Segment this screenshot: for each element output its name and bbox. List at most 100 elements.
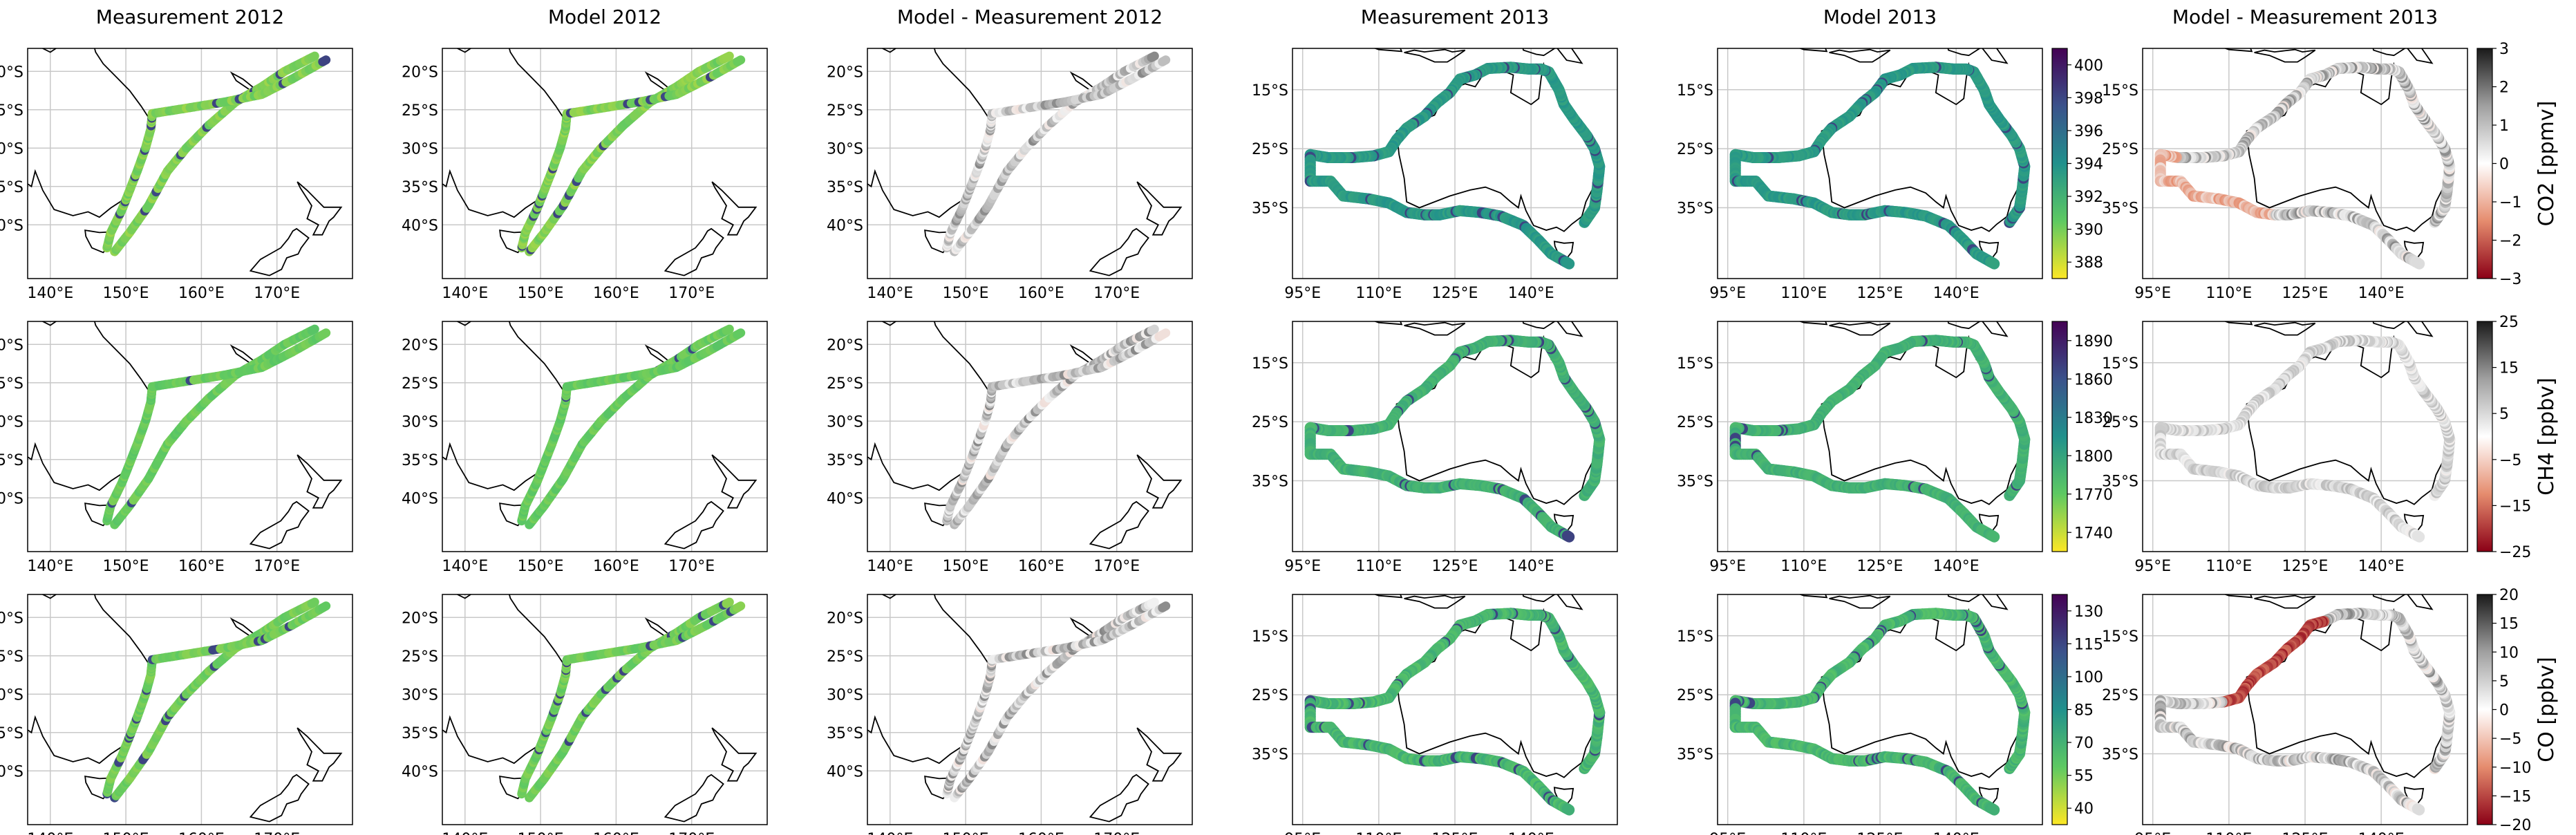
lat-tick-label: 35°S <box>1252 473 1288 491</box>
lat-tick-label: 30°S <box>827 686 863 704</box>
panel-frame <box>442 321 768 552</box>
coast-outline <box>1666 787 1705 823</box>
lon-tick-label: 95°E <box>1709 558 1746 575</box>
coast-outline <box>702 527 792 543</box>
lon-tick-label: 140°E <box>2358 285 2405 302</box>
ship-track <box>517 597 746 803</box>
coastline <box>28 321 343 550</box>
lat-tick-label: 35°S <box>827 725 863 742</box>
track-segment <box>722 51 734 62</box>
coast-outline <box>249 773 310 823</box>
coast-outline <box>229 344 256 364</box>
coast-outline <box>1653 120 1668 133</box>
lat-tick-label: 35°S <box>2102 200 2138 218</box>
coast-outline <box>1653 393 1668 406</box>
lat-tick-label: 35°S <box>1252 200 1288 218</box>
lat-tick-label: 40°S <box>827 490 863 507</box>
map-panel: 95°E 110°E 125°E 140°E 15°S 25°S 35°S <box>1252 321 1668 575</box>
ship-track <box>1304 335 1606 543</box>
lon-tick-label: 140°E <box>1933 558 1980 575</box>
lat-tick-label: 25°S <box>402 102 438 120</box>
coast-outline <box>1553 514 1574 533</box>
lat-tick-label: 25°S <box>827 375 863 393</box>
lat-tick-label: 35°S <box>2102 473 2138 491</box>
lat-tick-label: 25°S <box>0 102 23 120</box>
panel-frame <box>867 594 1193 825</box>
lon-tick-label: 110°E <box>1780 285 1827 302</box>
lat-tick-label: 25°S <box>402 375 438 393</box>
coast-outline <box>1404 594 1466 609</box>
coast-outline <box>867 48 992 218</box>
coast-outline <box>2224 48 2253 53</box>
ship-track <box>942 324 1171 529</box>
map-panel: 140°E 150°E 160°E 170°E 20°S 25°S 30°S 35°S 40°S <box>208 510 768 835</box>
lat-tick-label: 35°S <box>1677 200 1713 218</box>
lon-tick-label: 110°E <box>2206 285 2252 302</box>
coast-outline <box>1089 500 1149 550</box>
map-panel: 140°E 150°E 160°E 170°E 20°S 25°S 30°S 35°S 40°S <box>633 237 1193 575</box>
track-segment <box>733 328 746 339</box>
coastline <box>1373 321 1668 533</box>
coast-outline <box>1947 48 2009 64</box>
coast-outline <box>644 71 670 91</box>
coast-outline <box>711 454 758 509</box>
lat-tick-label: 40°S <box>0 490 23 507</box>
lat-tick-label: 40°S <box>402 490 438 507</box>
column-title: Measurement 2012 <box>96 6 284 28</box>
panel-frame <box>867 48 1193 279</box>
map-panel: 140°E 150°E 160°E 170°E 20°S 25°S 30°S 35°S 40°S <box>402 321 768 575</box>
coast-outline <box>2078 393 2093 406</box>
coastline <box>702 527 1183 823</box>
lat-tick-label: 20°S <box>0 64 23 81</box>
lat-tick-label: 35°S <box>0 179 23 196</box>
lat-tick-label: 35°S <box>827 179 863 196</box>
coast-outline <box>1522 48 1583 64</box>
lon-tick-label: 150°E <box>103 285 149 302</box>
panel-frame <box>2142 321 2468 552</box>
lon-tick-label: 170°E <box>254 831 300 835</box>
lat-tick-label: 40°S <box>0 217 23 234</box>
panel-frame <box>2142 48 2468 279</box>
coastline <box>633 237 1183 550</box>
lat-tick-label: 35°S <box>402 452 438 469</box>
lon-tick-label: 125°E <box>2282 285 2329 302</box>
coast-outline <box>28 321 152 491</box>
lat-tick-label: 40°S <box>0 763 23 780</box>
track-segment <box>318 601 331 612</box>
coast-outline <box>2403 514 2425 533</box>
coast-outline <box>633 237 697 256</box>
coast-outline <box>1947 321 2009 337</box>
coast-outline <box>229 617 256 637</box>
track-segment <box>1561 257 1575 270</box>
map-panel: 140°E 150°E 160°E 170°E 20°S 25°S 30°S 35°S 40°S <box>0 321 353 575</box>
lon-tick-label: 150°E <box>103 558 149 575</box>
lat-tick-label: 35°S <box>402 179 438 196</box>
coast-outline <box>2224 321 2253 326</box>
lat-tick-label: 25°S <box>827 648 863 666</box>
track-segment <box>1147 51 1159 62</box>
map-panel: 95°E 110°E 125°E 140°E 15°S 25°S 35°S <box>2102 48 2468 302</box>
coast-outline <box>297 181 343 236</box>
track-segment <box>1986 530 2000 543</box>
coast-outline <box>208 510 272 529</box>
lat-tick-label: 30°S <box>827 413 863 431</box>
coast-outline <box>1553 787 1574 806</box>
ship-track <box>102 597 331 803</box>
track-segment <box>1147 597 1159 608</box>
lon-tick-label: 125°E <box>2282 558 2329 575</box>
coastline <box>867 48 1183 276</box>
coast-outline <box>2254 321 2316 336</box>
ship-track <box>2154 335 2456 543</box>
coast-outline <box>2372 48 2434 64</box>
lon-tick-label: 170°E <box>668 558 715 575</box>
lat-tick-label: 35°S <box>402 725 438 742</box>
lat-tick-label: 20°S <box>402 610 438 627</box>
coast-outline <box>1798 48 1828 53</box>
coast-outline <box>644 344 670 364</box>
coast-outline <box>1666 241 1705 276</box>
column-title: Model 2012 <box>548 6 661 28</box>
lon-tick-label: 95°E <box>1709 285 1746 302</box>
coast-outline <box>1522 321 1583 337</box>
panel-frame <box>1292 48 1618 279</box>
coastline <box>1373 48 1705 276</box>
